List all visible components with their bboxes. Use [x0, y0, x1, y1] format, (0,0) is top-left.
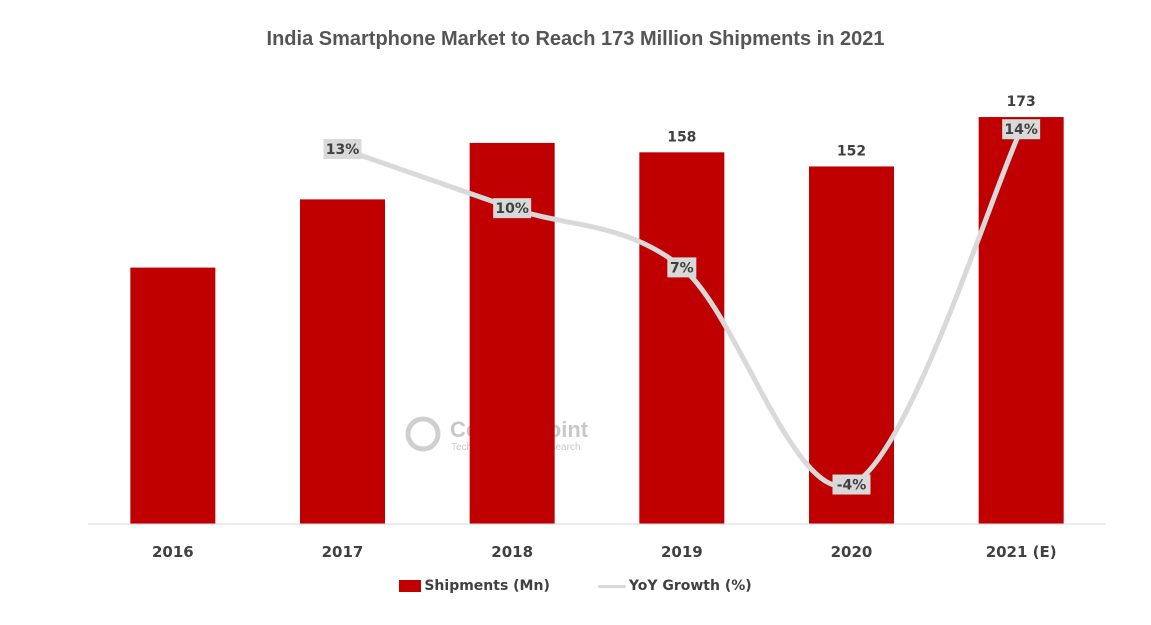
legend-swatch-shipments [399, 580, 422, 592]
bar-2020 [809, 166, 894, 524]
growth-data-label: 10% [495, 201, 529, 217]
growth-point-marker [323, 138, 362, 159]
bar-2021-e [978, 117, 1064, 524]
x-tick-label: 2017 [322, 543, 364, 561]
x-tick-label: 2019 [661, 543, 703, 561]
watermark-logo-icon [405, 416, 441, 452]
watermark-logo-dot [418, 429, 428, 439]
bar-data-label: 158 [667, 129, 696, 145]
series-line-yoy-growth [340, 126, 1024, 489]
bar-data-label: 173 [1007, 94, 1036, 110]
bar-2016 [130, 267, 216, 524]
x-tick-label: 2020 [831, 543, 873, 561]
growth-point-marker [832, 474, 871, 495]
growth-point-marker [493, 198, 532, 219]
bar-2017 [300, 199, 385, 524]
x-tick-label: 2016 [152, 543, 194, 561]
legend: Shipments (Mn) YoY Growth (%) [0, 578, 1151, 594]
growth-data-label: 13% [326, 142, 360, 158]
growth-data-label: 7% [670, 260, 694, 276]
x-tick-label: 2021 (E) [986, 543, 1057, 561]
legend-swatch-growth [597, 584, 626, 588]
legend-item-shipments: Shipments (Mn) [399, 578, 550, 594]
growth-point-marker [667, 257, 697, 278]
growth-data-label: -4% [837, 478, 867, 494]
legend-label-growth: YoY Growth (%) [628, 578, 752, 594]
x-tick-label: 2018 [491, 543, 533, 561]
legend-item-growth: YoY Growth (%) [597, 578, 752, 594]
chart-title: India Smartphone Market to Reach 173 Mil… [266, 28, 885, 50]
bar-data-label: 152 [837, 143, 866, 159]
legend-label-shipments: Shipments (Mn) [424, 578, 550, 594]
growth-point-marker [1002, 119, 1041, 140]
bar-2019 [639, 152, 725, 524]
growth-data-label: 14% [1004, 122, 1038, 138]
